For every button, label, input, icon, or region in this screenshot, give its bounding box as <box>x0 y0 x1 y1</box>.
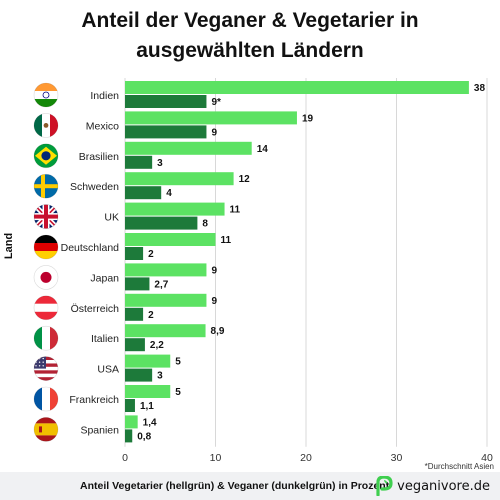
bar-vegan <box>125 277 150 291</box>
france-flag-icon <box>33 386 59 412</box>
category-label: Japan <box>90 272 119 284</box>
bar-vegan <box>125 307 144 321</box>
bar-vegan <box>125 186 162 200</box>
bar-vegan <box>125 368 153 382</box>
category-label: Mexico <box>86 120 119 132</box>
bar-vegetarian <box>125 385 171 398</box>
bar-vegetarian <box>125 415 138 429</box>
brazil-flag-icon <box>33 143 59 169</box>
bar-vegan <box>125 125 207 139</box>
category-label: Österreich <box>71 303 120 315</box>
chart-title: Anteil der Veganer & Vegetarier in ausge… <box>0 6 500 66</box>
x-tick-label: 10 <box>210 452 222 464</box>
data-label-vegetarian: 11 <box>230 205 241 216</box>
x-tick-label: 40 <box>481 452 493 464</box>
x-tick-label: 30 <box>391 452 403 464</box>
data-label-vegan: 2 <box>148 310 154 321</box>
japan-flag-icon <box>33 265 59 290</box>
data-label-vegetarian: 9 <box>211 265 217 276</box>
category-label: Schweden <box>70 181 119 193</box>
data-label-vegan: 3 <box>157 158 163 169</box>
bar-vegetarian <box>125 111 297 125</box>
austria-flag-icon <box>33 295 59 321</box>
bar-vegetarian <box>125 172 234 186</box>
data-label-vegan: 0,8 <box>137 431 151 442</box>
bar-vegetarian <box>125 202 225 216</box>
leaf-p-logo-icon <box>376 476 393 496</box>
data-label-vegan: 9 <box>211 127 217 138</box>
usa-flag-icon <box>33 356 59 381</box>
data-label-vegetarian: 9 <box>211 296 217 307</box>
spain-flag-icon <box>33 417 59 442</box>
data-label-vegan: 3 <box>157 371 163 382</box>
bar-vegan <box>125 338 145 352</box>
data-label-vegetarian: 38 <box>474 83 486 94</box>
brand-logo[interactable]: veganivore.de <box>375 476 490 496</box>
category-label: Brasilien <box>79 151 119 163</box>
bar-chart: 0 10 20 30 40389*Indien199Mexico143Brasilien… <box>33 78 493 464</box>
y-axis-label: Land <box>3 232 16 260</box>
data-label-vegetarian: 5 <box>175 387 181 398</box>
data-label-vegetarian: 1,4 <box>143 417 157 428</box>
bar-vegan <box>125 429 133 443</box>
chart-title-line-1: Anteil der Veganer & Vegetarier in <box>81 9 419 32</box>
x-axis-label: Anteil Vegetarier (hellgrün) & Veganer (… <box>80 480 390 492</box>
sweden-flag-icon <box>33 173 59 199</box>
bar-vegetarian <box>125 263 207 277</box>
data-label-vegetarian: 8,9 <box>211 326 225 337</box>
chart-title-line-2: ausgewählten Ländern <box>136 39 364 62</box>
data-label-vegetarian: 19 <box>302 113 314 124</box>
category-label: UK <box>104 212 119 224</box>
category-label: Italien <box>91 333 119 345</box>
bar-vegetarian <box>125 141 252 155</box>
data-label-vegetarian: 5 <box>175 357 181 368</box>
bar-vegan <box>125 247 144 260</box>
bar-vegetarian <box>125 81 469 94</box>
bar-vegetarian <box>125 324 206 338</box>
category-label: Deutschland <box>61 242 120 254</box>
data-label-vegan: 2,7 <box>154 279 168 290</box>
data-label-vegan: 9* <box>211 97 221 108</box>
uk-flag-icon <box>33 204 59 229</box>
bar-vegan <box>125 95 207 108</box>
x-tick-label: 0 <box>122 452 128 464</box>
bar-vegetarian <box>125 293 207 307</box>
category-label: Indien <box>90 90 119 102</box>
bar-vegetarian <box>125 354 171 368</box>
category-label: Spanien <box>80 424 119 436</box>
data-label-vegan: 1,1 <box>140 401 154 412</box>
data-label-vegetarian: 12 <box>239 174 251 185</box>
footnote: *Durchschnitt Asien <box>424 462 494 471</box>
data-label-vegan: 8 <box>202 219 208 230</box>
brand-name: veganivore.de <box>397 478 490 494</box>
data-label-vegan: 2,2 <box>150 340 164 351</box>
bar-vegan <box>125 155 153 169</box>
india-flag-icon <box>33 82 59 108</box>
x-tick-label: 20 <box>300 452 312 464</box>
germany-flag-icon <box>33 234 59 260</box>
data-label-vegetarian: 11 <box>221 235 232 246</box>
category-label: Frankreich <box>69 394 119 406</box>
italy-flag-icon <box>33 325 59 351</box>
footer-bar <box>0 472 500 500</box>
data-label-vegetarian: 14 <box>257 144 269 155</box>
bar-vegetarian <box>125 233 216 246</box>
bar-vegan <box>125 216 198 230</box>
data-label-vegan: 4 <box>166 188 172 199</box>
category-label: USA <box>97 364 119 376</box>
bar-vegan <box>125 399 135 412</box>
mexico-flag-icon <box>33 113 59 138</box>
data-label-vegan: 2 <box>148 249 154 260</box>
